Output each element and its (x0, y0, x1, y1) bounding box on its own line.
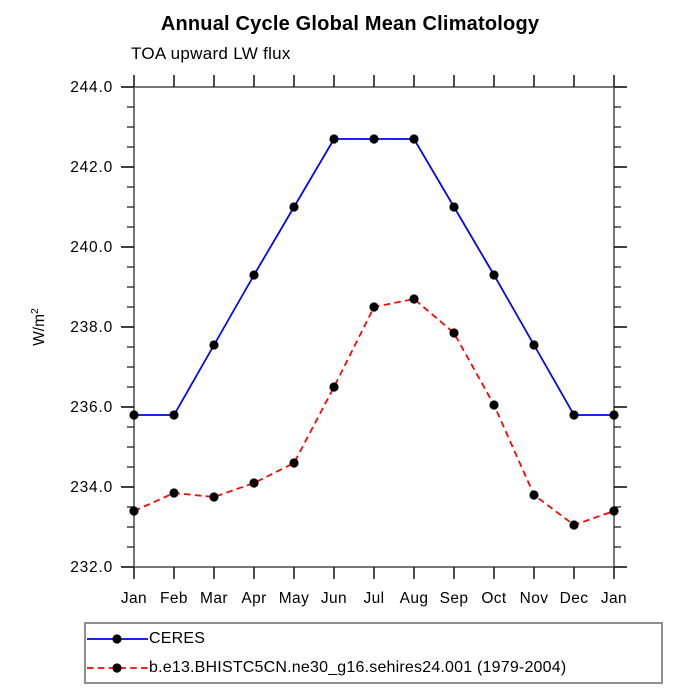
plot-area: 232.0 234.0 236.0 238.0 240.0 242.0 244.0 Jan Fe… (29, 75, 627, 607)
y-tick-label: 240.0 (70, 239, 113, 256)
x-tick-label: Dec (560, 590, 589, 607)
data-point (489, 400, 499, 410)
chart-title: Annual Cycle Global Mean Climatology (160, 13, 540, 35)
series-line-model (133, 298, 615, 526)
y-tick-label: 238.0 (70, 319, 113, 336)
series-line-ceres (134, 138, 614, 416)
data-point (329, 382, 339, 392)
x-tick-label: Aug (400, 590, 429, 607)
legend-label: CERES (149, 629, 206, 647)
data-point (449, 202, 459, 212)
data-point (209, 492, 219, 502)
x-tick-label: Jan (121, 590, 147, 607)
data-point (249, 270, 259, 280)
data-point (249, 478, 259, 488)
x-tick-label: Feb (160, 590, 188, 607)
data-point (289, 202, 299, 212)
legend-marker-dot (112, 633, 122, 644)
data-point (529, 490, 539, 500)
y-tick-label: 234.0 (70, 479, 113, 496)
legend-row-ceres: CERES (86, 624, 661, 653)
data-point (289, 458, 299, 468)
data-point (369, 134, 379, 144)
legend-label: b.e13.BHISTC5CN.ne30_g16.sehires24.001 (… (149, 658, 567, 676)
data-point (169, 410, 179, 420)
data-point (169, 488, 179, 498)
x-tick-label: May (279, 590, 309, 607)
data-point (489, 270, 499, 280)
x-tick-label: Sep (440, 590, 469, 607)
data-point (609, 410, 619, 420)
legend-swatch (87, 633, 148, 644)
plot-border (133, 86, 615, 568)
legend-swatch (87, 662, 148, 673)
data-point (449, 328, 459, 338)
y-tick-label: 232.0 (70, 559, 113, 576)
data-point (329, 134, 339, 144)
x-tick-label: Jul (363, 590, 384, 607)
data-point (569, 520, 579, 530)
y-tick-label: 242.0 (70, 159, 113, 176)
legend-marker-dot (112, 662, 122, 673)
x-tick-label: Oct (481, 590, 507, 607)
data-point (369, 302, 379, 312)
data-point (409, 294, 419, 304)
data-point (609, 506, 619, 516)
chart-subtitle: TOA upward LW flux (131, 44, 291, 63)
x-tick-label: Mar (200, 590, 228, 607)
x-tick-label: Jun (321, 590, 347, 607)
legend-row-model: b.e13.BHISTC5CN.ne30_g16.sehires24.001 (… (86, 653, 661, 682)
y-axis-title: W/m2 (29, 308, 48, 346)
data-point (129, 506, 139, 516)
data-point (209, 340, 219, 350)
data-point (129, 410, 139, 420)
data-point (569, 410, 579, 420)
data-point (529, 340, 539, 350)
y-tick-label: 244.0 (70, 79, 113, 96)
data-point (409, 134, 419, 144)
x-tick-label: Nov (520, 590, 549, 607)
legend-box: CERES b.e13.BHISTC5CN.ne30_g16.sehires24.… (84, 622, 663, 684)
x-tick-label: Apr (241, 590, 266, 607)
x-tick-label: Jan (601, 590, 627, 607)
y-tick-label: 236.0 (70, 399, 113, 416)
